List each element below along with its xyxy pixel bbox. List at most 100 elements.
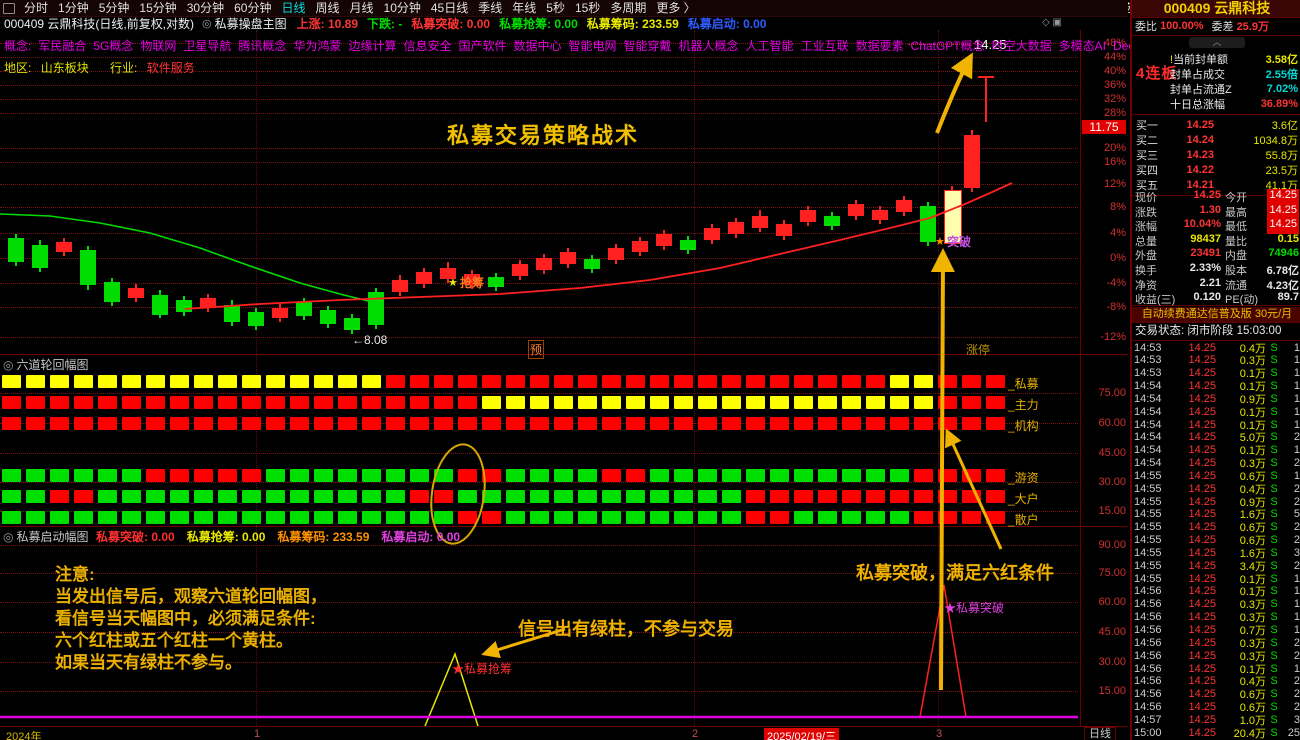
period-tab-10分钟[interactable]: 10分钟 (383, 1, 421, 15)
concept-tag-5G概念[interactable]: 5G概念 (93, 39, 134, 53)
panel2-header[interactable]: ◎ 六道轮回幅图 (3, 358, 89, 372)
concept-tag-工业互联[interactable]: 工业互联 (800, 39, 849, 53)
heatmap-cell (722, 396, 741, 409)
tick-list[interactable]: 14:53 14.25 0.4万 S 1 14:53 14.25 0.3万 S 1 14:53 14.… (1132, 341, 1300, 740)
concept-tag-腾讯概念[interactable]: 腾讯概念 (238, 39, 287, 53)
period-tab-45日线[interactable]: 45日线 (430, 1, 469, 15)
concept-tag-多模态AI[interactable]: 多模态AI (1058, 39, 1106, 53)
concept-tag-边缘计算[interactable]: 边缘计算 (348, 39, 397, 53)
ma-red (184, 182, 1013, 310)
candle (152, 295, 168, 315)
heatmap-row-label: _私募 (1008, 377, 1039, 391)
period-tab-5秒[interactable]: 5秒 (546, 1, 565, 15)
period-tab-季线[interactable]: 季线 (478, 1, 503, 15)
period-tab-周线[interactable]: 周线 (315, 1, 340, 15)
tick-row: 14:55 14.25 0.4万 S 2 (1134, 482, 1300, 496)
indicator-name[interactable]: 私募操盘主图 (214, 17, 287, 31)
window-icon[interactable] (3, 2, 15, 14)
concept-tag-数据中心[interactable]: 数据中心 (513, 39, 562, 53)
tick-row: 14:56 14.25 0.7万 S 1 (1134, 623, 1300, 637)
concept-tag-军民融合[interactable]: 军民融合 (38, 39, 87, 53)
period-tab-分时[interactable]: 分时 (24, 1, 49, 15)
panel3-header[interactable]: ◎ 私募启动幅图 (3, 530, 89, 544)
concept-tag-时空大数据[interactable]: 时空大数据 (991, 39, 1052, 53)
collapse-circle-icon[interactable]: ◎ (3, 358, 14, 372)
heatmap-cell (98, 469, 117, 482)
period-tab-更多 〉[interactable]: 更多 〉 (656, 1, 696, 15)
heatmap-cell (842, 417, 861, 430)
period-tab-60分钟[interactable]: 60分钟 (234, 1, 272, 15)
concept-tag-卫星导航[interactable]: 卫星导航 (183, 39, 232, 53)
heatmap-cell (674, 375, 693, 388)
stat-私募抢筹: 私募抢筹: 0.00 (499, 17, 578, 31)
heatmap-cell (242, 375, 261, 388)
region-value[interactable]: 山东板块 (40, 61, 89, 75)
collapse-chevron-icon[interactable]: ︿ (1189, 37, 1245, 48)
candle (632, 241, 648, 252)
heatmap-cell (746, 511, 765, 524)
heatmap-cell (530, 511, 549, 524)
collapse-circle-icon[interactable]: ◎ (3, 530, 14, 544)
industry-value[interactable]: 软件服务 (146, 61, 195, 75)
concept-tag-华为鸿蒙[interactable]: 华为鸿蒙 (293, 39, 342, 53)
period-tab-15分钟[interactable]: 15分钟 (139, 1, 177, 15)
heatmap-cell (434, 417, 453, 430)
heatmap-cell (962, 511, 981, 524)
period-box[interactable]: 日线 (1084, 727, 1116, 740)
tick-row: 14:53 14.25 0.4万 S 1 (1134, 341, 1300, 355)
quote-divider (1132, 322, 1300, 323)
period-tab-1分钟[interactable]: 1分钟 (58, 1, 89, 15)
period-tab-年线[interactable]: 年线 (512, 1, 537, 15)
heatmap-cell (818, 375, 837, 388)
panel-divider (0, 526, 1128, 527)
heatmap-cell (914, 490, 933, 503)
gridline (0, 148, 1078, 149)
period-tab-5分钟[interactable]: 5分钟 (98, 1, 130, 15)
concept-tag-智能电网[interactable]: 智能电网 (568, 39, 617, 53)
period-tab-30分钟[interactable]: 30分钟 (186, 1, 225, 15)
period-tab-多周期[interactable]: 多周期 (610, 1, 647, 15)
quote-stock-header[interactable]: 000409 云鼎科技 (1132, 0, 1300, 17)
info-row: 净资 2.21 流通 4.23亿 (1135, 276, 1299, 292)
heatmap-cell (362, 490, 381, 503)
corner-icons[interactable]: ◇ ▣ (1042, 17, 1062, 28)
heatmap-cell (602, 511, 621, 524)
concept-tag-物联网[interactable]: 物联网 (140, 39, 177, 53)
concept-tag-人工智能[interactable]: 人工智能 (745, 39, 794, 53)
heatmap-cell (290, 396, 309, 409)
concept-tag-智能穿戴[interactable]: 智能穿戴 (623, 39, 672, 53)
heatmap-cell (746, 375, 765, 388)
gridline (0, 545, 1078, 546)
heatmap-cell (866, 469, 885, 482)
heatmap-cell (626, 417, 645, 430)
heatmap-cell (506, 469, 525, 482)
tick-row: 14:55 14.25 0.6万 S 2 (1134, 534, 1300, 548)
heatmap-cell (914, 375, 933, 388)
heatmap-cell (98, 396, 117, 409)
heatmap-cell (842, 511, 861, 524)
candle (176, 300, 192, 312)
quote-divider (1132, 340, 1300, 341)
concept-row: 概念: 军民融合 5G概念 物联网 卫星导航 腾讯概念 华为鸿蒙 边缘计算 信息安全 国产软件 数据… (4, 37, 1207, 54)
heatmap-cell (890, 511, 909, 524)
heatmap-cell (266, 396, 285, 409)
period-tab-日线[interactable]: 日线 (281, 1, 306, 15)
concept-tag-ChatGPT概念[interactable]: ChatGPT概念 (910, 39, 985, 53)
heatmap-cell (122, 396, 141, 409)
heatmap-cell (266, 375, 285, 388)
renew-banner[interactable]: 自动续费通达信普及版 30元/月 (1132, 307, 1300, 322)
concept-tag-信息安全[interactable]: 信息安全 (403, 39, 452, 53)
panel3-stat: 私募启动: 0.00 (381, 530, 461, 544)
candle (584, 259, 600, 269)
period-tab-月线[interactable]: 月线 (349, 1, 374, 15)
heatmap-cell (218, 417, 237, 430)
heatmap-cell (842, 375, 861, 388)
concept-tag-机器人概念[interactable]: 机器人概念 (678, 39, 739, 53)
heatmap-cell (866, 511, 885, 524)
heatmap-cell (146, 375, 165, 388)
period-tab-15秒[interactable]: 15秒 (574, 1, 601, 15)
concept-tag-数据要素[interactable]: 数据要素 (855, 39, 904, 53)
stock-title[interactable]: 000409 云鼎科技(日线,前复权,对数) (4, 17, 195, 31)
concept-tag-国产软件[interactable]: 国产软件 (458, 39, 507, 53)
gridline (0, 393, 1078, 394)
